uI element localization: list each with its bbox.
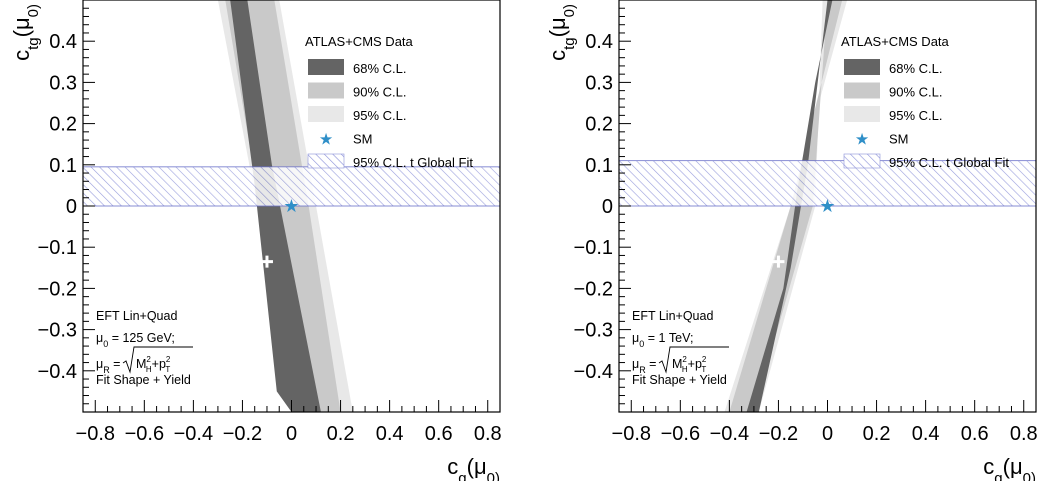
- y-tick-label: −0.1: [574, 237, 613, 259]
- legend-swatch: [843, 153, 881, 169]
- x-tick-label: 0: [822, 423, 833, 445]
- contour-95-cl: [724, 0, 848, 412]
- annotation-muR-radicand: M2 H+p2 T: [672, 355, 707, 374]
- x-tick-label: −0.4: [710, 423, 749, 445]
- sqrt-icon: [658, 346, 729, 374]
- best-fit-marker: [772, 255, 785, 268]
- legend-header: ATLAS+CMS Data: [305, 34, 414, 49]
- y-tick-label: −0.1: [38, 237, 77, 259]
- x-tick-label: −0.6: [661, 423, 700, 445]
- legend-sm-star-icon: ★: [855, 132, 869, 149]
- sqrt-icon: [122, 346, 193, 374]
- legend-swatch: [307, 153, 345, 169]
- y-tick-label: 0.4: [585, 31, 613, 53]
- annotation-muR-radicand: M2 H+p2 T: [136, 355, 171, 374]
- legend-entry: 68% C.L.: [889, 61, 942, 76]
- legend-entry: 90% C.L.: [353, 85, 406, 100]
- annotation-muR: μR =: [96, 357, 120, 375]
- legend-swatch: [308, 106, 344, 122]
- chart-panel-1: ★ −0.8 −0.6 −0.4 −0.2 0 0.2 0.4 0.6 0.8 −0.4 −0.3 −0…: [9, 0, 502, 481]
- y-tick-label: 0.4: [49, 31, 77, 53]
- sm-star-marker: ★: [283, 196, 299, 216]
- plot-area: ★: [83, 0, 500, 412]
- x-tick-label: −0.2: [759, 423, 798, 445]
- legend-swatch: [308, 59, 344, 75]
- x-tick-label: 0.4: [376, 423, 404, 445]
- annotation-mu0: μ0 = 125 GeV;: [96, 331, 175, 349]
- legend-entry: 95% C.L.: [353, 108, 406, 123]
- y-tick-label: 0.2: [585, 114, 613, 136]
- legend-swatch: [844, 106, 880, 122]
- contour-68-cl: [746, 0, 833, 412]
- y-tick-label: 0.1: [49, 155, 77, 177]
- legend-swatch: [844, 82, 880, 99]
- legend-entry: 90% C.L.: [889, 85, 942, 100]
- x-tick-label: 0.8: [474, 423, 502, 445]
- x-tick-label: −0.8: [76, 423, 115, 445]
- x-tick-label: −0.6: [125, 423, 164, 445]
- annotation-mu0: μ0 = 1 TeV;: [632, 331, 693, 349]
- y-tick-label: 0.3: [49, 72, 77, 94]
- annotation-muR: μR =: [632, 357, 656, 375]
- y-tick-label: −0.4: [574, 361, 613, 383]
- x-tick-label: 0.2: [863, 423, 891, 445]
- legend-entry: 95% C.L. t Global Fit: [353, 155, 473, 170]
- x-tick-label: −0.8: [612, 423, 651, 445]
- x-tick-label: 0.2: [327, 423, 355, 445]
- legend-sm-star-icon: ★: [319, 132, 333, 149]
- legend-entry: 68% C.L.: [353, 61, 406, 76]
- legend-swatch: [308, 82, 344, 99]
- y-tick-label: −0.3: [38, 320, 77, 342]
- y-tick-label: 0: [66, 196, 77, 218]
- x-tick-label: 0: [286, 423, 297, 445]
- annotation-fit: Fit Shape + Yield: [96, 373, 191, 387]
- y-tick-label: −0.4: [38, 361, 77, 383]
- annotation-fit: Fit Shape + Yield: [632, 373, 727, 387]
- legend-entry: 95% C.L. t Global Fit: [889, 155, 1009, 170]
- x-tick-label: 0.6: [425, 423, 453, 445]
- legend-header: ATLAS+CMS Data: [841, 34, 950, 49]
- y-axis-label: ctg(μ0): [545, 4, 578, 61]
- legend-entry: 95% C.L.: [889, 108, 942, 123]
- plot-area: ★: [619, 0, 1036, 412]
- legend-entry: SM: [889, 132, 909, 147]
- x-tick-label: −0.4: [174, 423, 213, 445]
- y-tick-label: −0.3: [574, 320, 613, 342]
- best-fit-marker: [260, 255, 273, 268]
- annotation-model: EFT Lin+Quad: [632, 309, 713, 323]
- global-fit-band: [619, 160, 1036, 207]
- sm-star-marker: ★: [819, 196, 835, 216]
- chart-panel-2: ★ −0.8 −0.6 −0.4 −0.2 0 0.2 0.4 0.6 0.8 −0.4 −0.3 −0…: [545, 0, 1038, 481]
- legend-swatch: [844, 59, 880, 75]
- global-fit-band: [83, 166, 500, 207]
- x-tick-label: 0.6: [961, 423, 989, 445]
- x-axis-label: cg(μ0): [447, 454, 500, 481]
- legend-entry: SM: [353, 132, 373, 147]
- x-axis-label: cg(μ0): [983, 454, 1036, 481]
- y-tick-label: 0: [602, 196, 613, 218]
- y-tick-label: 0.2: [49, 114, 77, 136]
- x-tick-label: 0.4: [912, 423, 940, 445]
- y-tick-label: −0.2: [574, 278, 613, 300]
- y-axis-label: ctg(μ0): [9, 4, 42, 61]
- x-tick-label: 0.8: [1010, 423, 1038, 445]
- annotation-model: EFT Lin+Quad: [96, 309, 177, 323]
- y-tick-label: −0.2: [38, 278, 77, 300]
- y-tick-label: 0.1: [585, 155, 613, 177]
- y-tick-label: 0.3: [585, 72, 613, 94]
- x-tick-label: −0.2: [223, 423, 262, 445]
- contour-90-cl: [729, 0, 843, 412]
